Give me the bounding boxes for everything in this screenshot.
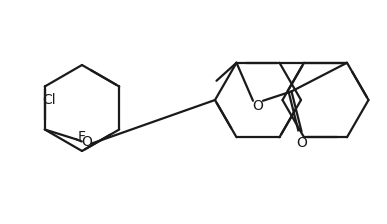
Text: Cl: Cl	[42, 93, 56, 108]
Text: O: O	[253, 99, 264, 113]
Text: O: O	[81, 136, 92, 149]
Text: F: F	[78, 130, 86, 144]
Text: O: O	[296, 136, 307, 150]
